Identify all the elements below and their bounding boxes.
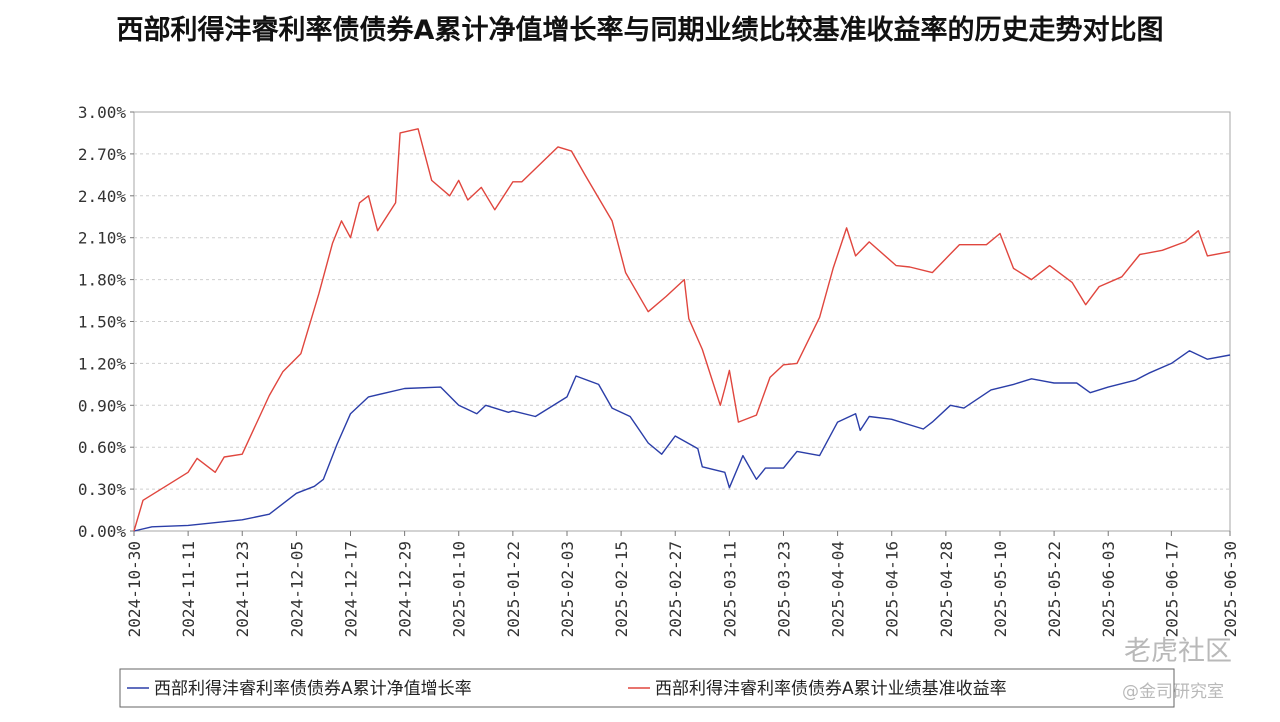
legend-box xyxy=(119,668,1175,708)
series-line-benchmark xyxy=(133,128,1231,532)
y-tick-label: 2.70% xyxy=(78,145,127,164)
watermark-secondary: @金司研究室 xyxy=(1122,682,1224,702)
x-tick-label: 2024-12-17 xyxy=(341,541,360,637)
legend: 西部利得沣睿利率债债券A累计净值增长率 西部利得沣睿利率债债券A累计业绩基准收益… xyxy=(119,668,1175,708)
y-tick-label: 0.60% xyxy=(78,438,127,457)
y-tick-label: 2.10% xyxy=(78,229,127,248)
y-axis-ticks: 3.00% 2.70% 2.40% 2.10% 1.80% 1.50% 1.20% 0.90%… xyxy=(78,103,134,541)
y-tick-label: 0.00% xyxy=(78,522,127,541)
x-tick-label: 2025-04-04 xyxy=(829,541,848,637)
x-tick-label: 2025-03-23 xyxy=(774,541,793,637)
y-tick-label: 0.30% xyxy=(78,480,127,499)
x-tick-label: 2025-02-15 xyxy=(612,541,631,637)
watermark-primary: 老虎社区 xyxy=(1124,636,1232,667)
x-tick-label: 2025-06-03 xyxy=(1099,541,1118,637)
x-tick-label: 2025-01-10 xyxy=(450,541,469,637)
x-tick-label: 2025-02-03 xyxy=(558,541,577,637)
legend-label-nav: 西部利得沣睿利率债债券A累计净值增长率 xyxy=(154,679,472,699)
series-lines xyxy=(133,128,1231,532)
watermark: 老虎社区 @金司研究室 xyxy=(1122,636,1232,702)
x-tick-label: 2025-05-22 xyxy=(1045,541,1064,637)
x-tick-label: 2025-03-11 xyxy=(720,541,739,637)
x-tick-label: 2025-01-22 xyxy=(504,541,523,637)
x-tick-label: 2025-05-10 xyxy=(991,541,1010,637)
x-axis-ticks: 2024-10-30 2024-11-11 2024-11-23 2024-12-05… xyxy=(125,531,1240,637)
x-tick-label: 2024-10-30 xyxy=(125,541,144,637)
y-tick-label: 1.20% xyxy=(78,354,127,373)
y-tick-label: 1.80% xyxy=(78,271,127,290)
x-tick-label: 2025-06-17 xyxy=(1162,541,1181,637)
chart-title: 西部利得沣睿利率债债券A累计净值增长率与同期业绩比较基准收益率的历史走势对比图 xyxy=(116,15,1164,46)
legend-label-benchmark: 西部利得沣睿利率债债券A累计业绩基准收益率 xyxy=(655,679,1007,699)
x-tick-label: 2024-11-23 xyxy=(233,541,252,637)
x-tick-label: 2024-11-11 xyxy=(179,541,198,637)
x-tick-label: 2025-04-16 xyxy=(883,541,902,637)
x-tick-label: 2025-06-30 xyxy=(1221,541,1240,637)
x-tick-label: 2025-02-27 xyxy=(666,541,685,637)
x-tick-label: 2024-12-29 xyxy=(396,541,415,637)
grid-lines xyxy=(134,153,1230,490)
y-tick-label: 1.50% xyxy=(78,313,127,332)
y-tick-label: 3.00% xyxy=(78,103,127,122)
x-tick-label: 2024-12-05 xyxy=(287,541,306,637)
y-tick-label: 2.40% xyxy=(78,187,127,206)
x-tick-label: 2025-04-28 xyxy=(937,541,956,637)
y-tick-label: 0.90% xyxy=(78,396,127,415)
series-line-nav xyxy=(133,350,1231,532)
